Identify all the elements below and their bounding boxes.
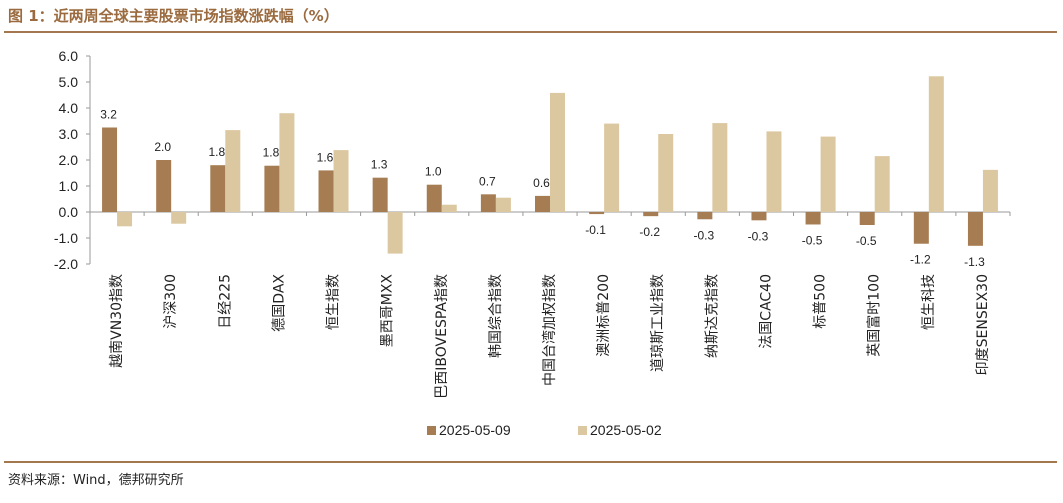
bar-2025-05-09 xyxy=(913,212,929,244)
bar-2025-05-02 xyxy=(820,136,836,212)
x-axis-labels: 越南VN30指数 沪深300 日经225 德国DAX 恒生指数 墨西哥MXX 巴西IBOVE… xyxy=(109,274,991,399)
bar-2025-05-02 xyxy=(171,212,187,224)
bar-2025-05-09 xyxy=(751,212,767,221)
data-label: -0.1 xyxy=(585,223,606,237)
figure-title: 图 1：近两周全球主要股票市场指数涨跌幅（%） xyxy=(8,7,339,25)
y-tick-label: 1.0 xyxy=(59,178,79,194)
y-tick-label: 3.0 xyxy=(59,126,79,142)
bar-2025-05-02 xyxy=(604,123,620,212)
bar-2025-05-09 xyxy=(318,170,334,212)
data-label: -0.5 xyxy=(856,234,877,248)
x-tick-label: 法国CAC40 xyxy=(758,274,774,349)
bar-2025-05-09 xyxy=(264,165,280,212)
y-tick-label: 0.0 xyxy=(59,204,79,220)
bar-2025-05-09 xyxy=(535,195,550,212)
y-tick-label: 2.0 xyxy=(59,152,79,168)
y-tick-label: 6.0 xyxy=(59,48,79,64)
legend-swatch-2025-05-02 xyxy=(578,426,587,435)
bar-2025-05-09 xyxy=(426,184,442,212)
data-label: 1.6 xyxy=(317,150,334,164)
y-axis: -2.0 -1.0 0.0 1.0 2.0 3.0 4.0 5.0 6.0 xyxy=(54,48,1011,272)
x-tick-label: 恒生科技 xyxy=(921,274,937,330)
bar-2025-05-02 xyxy=(117,212,133,227)
x-tick-label: 恒生指数 xyxy=(326,274,342,330)
bar-2025-05-09 xyxy=(697,212,713,220)
bar-2025-05-02 xyxy=(225,130,241,212)
x-tick-label: 纳斯达克指数 xyxy=(704,274,720,358)
data-label: -0.5 xyxy=(802,233,823,247)
data-label: 0.7 xyxy=(479,174,496,188)
x-tick-label: 标普500 xyxy=(813,274,829,329)
data-label: 1.3 xyxy=(371,158,388,172)
x-tick-label: 沪深300 xyxy=(163,274,179,329)
bar-2025-05-02 xyxy=(279,113,295,212)
bar-2025-05-02 xyxy=(874,156,890,212)
x-tick-label: 印度SENSEX30 xyxy=(975,274,991,375)
bottom-rule xyxy=(4,461,1057,463)
bar-2025-05-09 xyxy=(643,212,659,217)
data-label: 1.0 xyxy=(425,165,442,179)
data-label: -1.3 xyxy=(964,255,985,269)
data-label: -1.2 xyxy=(910,253,931,267)
y-tick-label: -2.0 xyxy=(54,256,78,272)
bar-chart: -2.0 -1.0 0.0 1.0 2.0 3.0 4.0 5.0 6.0 3.2 2.0 1.8 1… xyxy=(54,48,1011,438)
bar-2025-05-09 xyxy=(102,127,118,212)
x-tick-label: 道琼斯工业指数 xyxy=(650,274,666,372)
x-tick-label: 澳洲标普200 xyxy=(596,274,612,357)
x-tick-label: 墨西哥MXX xyxy=(380,274,396,348)
bar-2025-05-09 xyxy=(967,212,983,246)
data-label: -0.3 xyxy=(748,229,769,243)
data-label: 3.2 xyxy=(100,108,117,122)
data-label: 0.6 xyxy=(533,176,550,190)
bar-2025-05-09 xyxy=(805,212,821,225)
data-label: -0.3 xyxy=(694,228,715,242)
bar-2025-05-09 xyxy=(372,177,388,212)
bar-2025-05-02 xyxy=(495,197,511,212)
x-tick-label: 中国台湾加权指数 xyxy=(541,274,558,386)
legend: 2025-05-09 2025-05-02 xyxy=(427,422,662,438)
source-note: 资料来源：Wind，德邦研究所 xyxy=(8,473,184,488)
legend-label: 2025-05-02 xyxy=(590,422,662,438)
bar-2025-05-02 xyxy=(658,134,674,212)
bar-2025-05-02 xyxy=(712,123,728,212)
x-tick-label: 日经225 xyxy=(217,274,233,329)
bar-2025-05-09 xyxy=(210,165,226,212)
data-label: 1.8 xyxy=(208,145,225,159)
x-tick-label: 巴西IBOVESPA指数 xyxy=(434,274,450,399)
x-tick-label: 英国富时100 xyxy=(866,274,883,357)
bar-2025-05-09 xyxy=(589,212,605,215)
top-rule xyxy=(4,31,1057,33)
data-label: 1.8 xyxy=(263,146,280,160)
x-tick-label: 韩国综合指数 xyxy=(488,274,504,358)
bar-2025-05-09 xyxy=(859,212,875,225)
bar-2025-05-02 xyxy=(387,212,403,254)
bar-2025-05-09 xyxy=(156,160,172,212)
bar-2025-05-09 xyxy=(480,194,496,212)
bar-2025-05-02 xyxy=(928,76,944,212)
bar-2025-05-02 xyxy=(766,131,782,212)
data-label: 2.0 xyxy=(154,140,171,154)
y-tick-label: 4.0 xyxy=(59,100,79,116)
y-tick-label: -1.0 xyxy=(54,230,78,246)
legend-swatch-2025-05-09 xyxy=(427,426,436,435)
bar-2025-05-02 xyxy=(550,92,565,212)
data-labels-group: 3.2 2.0 1.8 1.8 1.6 1.3 1.0 0.7 0.6 -0.1 -0.2 -0.3 -… xyxy=(100,108,985,269)
bar-2025-05-02 xyxy=(333,150,349,212)
bars-group xyxy=(102,76,998,254)
y-tick-label: 5.0 xyxy=(59,74,79,90)
x-tick-label: 德国DAX xyxy=(271,274,287,332)
legend-label: 2025-05-09 xyxy=(439,422,511,438)
data-label: -0.2 xyxy=(639,225,660,239)
bar-2025-05-02 xyxy=(441,204,457,212)
bar-2025-05-02 xyxy=(982,169,998,212)
x-tick-label: 越南VN30指数 xyxy=(109,274,125,368)
